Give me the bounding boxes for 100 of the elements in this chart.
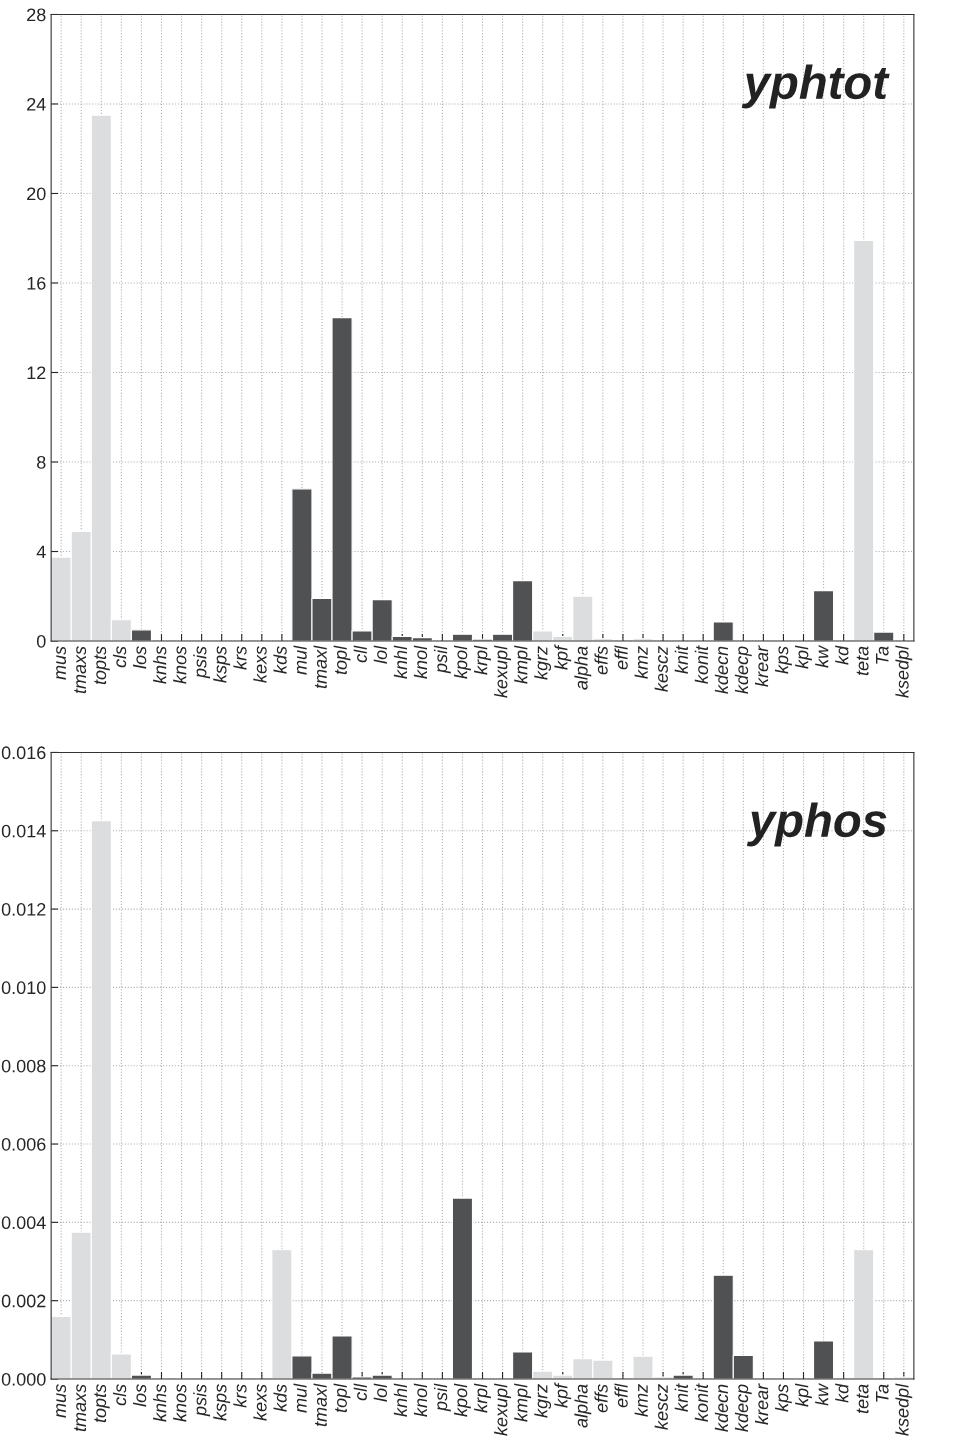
x-tick-label: kw <box>815 1382 829 1406</box>
x-tick-label: kexs <box>253 1384 267 1421</box>
x-tick-label: kexs <box>253 646 267 683</box>
y-tick-label: 0 <box>36 634 46 648</box>
x-tick-label: kds <box>273 646 287 674</box>
x-tick-label: knhs <box>153 646 167 684</box>
x-tick-label: ksedpl <box>895 1383 913 1436</box>
x-tick-label: kdecp <box>734 1384 752 1432</box>
x-tick-label: knol <box>413 645 428 679</box>
x-tick-label: effs <box>594 1384 608 1413</box>
x-tick-label: knit <box>674 1383 688 1412</box>
x-tick-label: kescz <box>654 1384 668 1430</box>
x-tick-label: Ta <box>876 1384 889 1402</box>
x-tick-label: knit <box>674 645 688 674</box>
y-tick-label: 0.016 <box>1 746 46 760</box>
y-tick-label: 12 <box>27 366 46 380</box>
x-tick-label: kd <box>835 645 849 665</box>
x-tick-label: kpol <box>454 1383 471 1417</box>
y-tick-label: 0.008 <box>1 1059 46 1073</box>
y-tick-label: 0.000 <box>1 1372 46 1386</box>
x-tick-label: topts <box>94 646 110 685</box>
y-tick-label: 4 <box>36 545 46 559</box>
x-tick-label: knhl <box>393 1383 407 1417</box>
x-tick-label: cll <box>353 645 367 663</box>
x-tick-label: los <box>133 646 147 669</box>
x-tick-label: alpha <box>574 1384 592 1428</box>
x-tick-label: lol <box>373 1383 388 1402</box>
x-tick-label: kmz <box>634 646 648 679</box>
x-tick-label: psil <box>433 1383 451 1412</box>
x-tick-label: kescz <box>654 646 668 692</box>
x-tick-label: knos <box>173 1384 187 1422</box>
y-tick-label: 0.006 <box>1 1137 46 1151</box>
x-tick-label: effs <box>594 646 608 675</box>
x-tick-label: kgrz <box>534 1384 552 1418</box>
x-tick-label: knhs <box>153 1384 167 1422</box>
x-tick-label: topl <box>333 645 351 675</box>
x-tick-label: mul <box>293 645 307 675</box>
x-tick-label: teta <box>856 646 869 676</box>
x-tick-label: teta <box>856 1384 869 1414</box>
x-tick-label: kw <box>815 644 829 668</box>
y-tick-label: 8 <box>37 455 46 469</box>
x-tick-label: cll <box>353 1383 367 1401</box>
x-tick-label: knhl <box>393 645 407 679</box>
x-tick-label: kd <box>835 1383 849 1403</box>
x-tick-label: cls <box>112 1384 127 1406</box>
x-tick-label: kdecn <box>714 1384 729 1432</box>
x-tick-label: effl <box>614 645 628 670</box>
x-tick-label: krpl <box>474 645 491 675</box>
x-tick-label: konit <box>694 1383 709 1422</box>
x-tick-label: kmpl <box>514 645 532 684</box>
x-tick-label: kpol <box>454 645 471 679</box>
y-tick-label: 20 <box>27 187 46 201</box>
text: yphtot <box>741 64 890 109</box>
x-tick-label: kdecn <box>714 646 729 694</box>
x-tick-label: lol <box>373 645 388 664</box>
x-tick-label: ksps <box>213 1384 231 1421</box>
x-tick-label: kds <box>273 1384 287 1412</box>
x-tick-label: psis <box>193 646 211 679</box>
y-tick-label: 0.004 <box>1 1216 46 1230</box>
x-tick-label: tmaxl <box>313 1383 327 1427</box>
x-tick-label: mus <box>56 646 67 680</box>
x-tick-label: cls <box>112 646 127 668</box>
x-tick-label: psis <box>193 1384 211 1417</box>
y-tick-label: 24 <box>27 97 46 111</box>
y-tick-label: 28 <box>27 8 46 22</box>
y-tick-label: 0.012 <box>1 903 46 916</box>
x-tick-label: topts <box>94 1384 110 1423</box>
x-tick-label: tmaxl <box>313 645 327 689</box>
x-tick-label: konit <box>694 645 709 684</box>
text: yphos <box>746 802 887 847</box>
x-tick-label: Ta <box>876 646 889 664</box>
x-tick-label: kpl <box>795 645 812 669</box>
x-tick-label: tmaxs <box>74 646 87 694</box>
x-tick-label: psil <box>433 645 451 674</box>
x-tick-label: ksedpl <box>895 645 913 698</box>
x-tick-label: kpf <box>554 644 572 670</box>
x-tick-label: kps <box>775 1384 792 1412</box>
y-tick-label: 0.014 <box>1 824 46 838</box>
x-tick-label: krs <box>233 646 247 670</box>
x-tick-label: mus <box>56 1384 67 1418</box>
x-tick-label: krs <box>233 1384 247 1408</box>
x-tick-label: kexupl <box>494 1383 511 1436</box>
x-tick-label: kpf <box>554 1382 572 1408</box>
x-tick-label: alpha <box>574 646 592 690</box>
y-tick-label: 0.002 <box>1 1294 46 1308</box>
x-tick-label: knos <box>173 646 187 684</box>
x-tick-label: kmpl <box>514 1383 532 1422</box>
x-tick-label: kmz <box>634 1384 648 1417</box>
x-tick-label: los <box>133 1384 147 1407</box>
x-tick-label: kpl <box>795 1383 812 1407</box>
x-tick-label: kdecp <box>734 646 752 694</box>
x-tick-label: kexupl <box>494 645 511 698</box>
x-tick-label: topl <box>333 1383 351 1413</box>
x-tick-label: effl <box>614 1383 628 1408</box>
x-tick-label: knol <box>413 1383 428 1417</box>
x-tick-label: krear <box>754 1383 769 1425</box>
x-tick-label: tmaxs <box>74 1384 87 1432</box>
y-tick-label: 16 <box>27 276 46 290</box>
y-tick-label: 0.010 <box>1 981 46 995</box>
x-tick-label: mul <box>293 1383 307 1413</box>
